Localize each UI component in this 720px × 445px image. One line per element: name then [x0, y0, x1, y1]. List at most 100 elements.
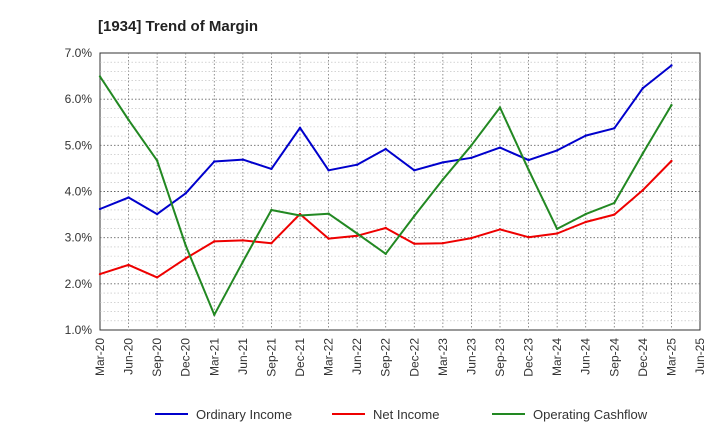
- x-tick-label: Jun-21: [236, 338, 250, 375]
- data-point: [470, 236, 473, 240]
- data-point: [213, 160, 216, 163]
- plot-area: [99, 52, 701, 331]
- data-point: [241, 239, 245, 242]
- data-point: [184, 192, 187, 195]
- legend-item-operating-cashflow: Operating Cashflow: [492, 407, 648, 422]
- data-point: [498, 106, 502, 109]
- series-ordinary-income: [98, 64, 673, 216]
- data-point: [498, 228, 502, 231]
- data-point: [98, 272, 102, 276]
- x-tick-label: Dec-24: [636, 338, 650, 377]
- data-point: [584, 220, 587, 224]
- data-point: [413, 214, 416, 218]
- data-point: [670, 64, 673, 67]
- x-tick-label: Mar-23: [436, 338, 450, 376]
- data-point: [127, 263, 130, 267]
- data-point: [241, 158, 245, 161]
- data-point: [270, 167, 273, 171]
- x-tick-label: Sep-21: [264, 338, 278, 377]
- data-point: [384, 252, 387, 256]
- x-tick-label: Dec-21: [293, 338, 307, 377]
- y-tick-label: 3.0%: [65, 231, 93, 245]
- data-point: [355, 234, 359, 238]
- x-tick-label: Jun-23: [464, 338, 478, 375]
- x-tick-label: Mar-21: [207, 338, 221, 376]
- data-point: [555, 149, 559, 152]
- x-tick-label: Sep-24: [607, 338, 621, 377]
- x-tick-label: Sep-22: [379, 338, 393, 377]
- data-point: [641, 86, 645, 90]
- chart-title: [1934] Trend of Margin: [98, 18, 258, 35]
- data-point: [441, 161, 445, 164]
- data-point: [355, 232, 359, 235]
- data-point: [413, 169, 416, 172]
- legend-item-net-income: Net Income: [332, 407, 439, 422]
- y-axis-tick-labels: 1.0% 2.0% 3.0% 4.0% 5.0% 6.0% 7.0%: [65, 46, 93, 337]
- data-point: [355, 163, 359, 166]
- data-point: [127, 118, 130, 122]
- x-tick-label: Jun-20: [122, 338, 136, 375]
- x-tick-label: Mar-24: [550, 338, 564, 376]
- data-point: [327, 237, 330, 240]
- data-point: [413, 242, 416, 245]
- legend-label: Net Income: [373, 407, 439, 422]
- data-point: [641, 151, 645, 155]
- data-point: [527, 168, 530, 172]
- x-tick-label: Dec-20: [179, 338, 193, 377]
- x-tick-label: Sep-23: [493, 338, 507, 377]
- data-point: [298, 126, 302, 129]
- y-tick-label: 7.0%: [65, 46, 93, 60]
- data-point: [470, 144, 473, 147]
- data-point: [670, 103, 673, 107]
- y-tick-label: 5.0%: [65, 138, 93, 152]
- data-point: [527, 236, 530, 239]
- data-point: [184, 244, 187, 247]
- data-point: [613, 201, 616, 205]
- data-point: [613, 127, 616, 130]
- y-tick-label: 1.0%: [65, 323, 93, 337]
- data-point: [327, 212, 330, 215]
- data-point: [555, 232, 559, 235]
- data-point: [327, 169, 330, 172]
- data-point: [441, 178, 445, 181]
- x-tick-label: Mar-22: [322, 338, 336, 376]
- x-tick-label: Dec-22: [407, 338, 421, 377]
- legend-item-ordinary-income: Ordinary Income: [155, 407, 292, 422]
- data-point: [384, 226, 387, 230]
- data-point: [527, 158, 530, 162]
- x-tick-label: Jun-25: [693, 338, 707, 375]
- data-point: [155, 159, 159, 162]
- series-lines: [98, 64, 673, 316]
- data-point: [613, 213, 616, 216]
- x-tick-label: Mar-20: [93, 338, 107, 376]
- data-point: [555, 227, 559, 231]
- plot-border: [99, 52, 701, 331]
- data-point: [441, 242, 445, 245]
- x-tick-label: Jun-22: [350, 338, 364, 375]
- data-point: [270, 242, 273, 245]
- legend-label: Ordinary Income: [196, 407, 292, 422]
- data-point: [127, 196, 130, 199]
- data-point: [584, 134, 587, 137]
- x-tick-label: Jun-24: [579, 338, 593, 375]
- data-point: [155, 276, 159, 279]
- data-point: [155, 212, 159, 216]
- data-point: [384, 147, 387, 151]
- data-point: [213, 240, 216, 243]
- series-net-income: [98, 159, 673, 279]
- y-tick-label: 6.0%: [65, 92, 93, 106]
- data-point: [270, 208, 273, 212]
- data-point: [298, 214, 302, 217]
- data-point: [670, 159, 673, 163]
- x-tick-label: Dec-23: [522, 338, 536, 377]
- x-axis-tick-labels: Mar-20 Jun-20 Sep-20 Dec-20 Mar-21 Jun-21 Sep-…: [93, 338, 707, 377]
- data-point: [98, 75, 102, 78]
- data-point: [213, 313, 216, 316]
- series-operating-cashflow: [98, 75, 673, 316]
- x-tick-label: Sep-20: [150, 338, 164, 377]
- x-tick-label: Mar-25: [664, 338, 678, 376]
- y-tick-label: 2.0%: [65, 277, 93, 291]
- data-point: [498, 146, 502, 149]
- legend: Ordinary Income Net Income Operating Cashf…: [155, 407, 648, 422]
